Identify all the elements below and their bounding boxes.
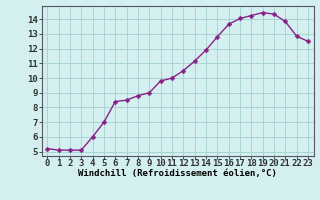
X-axis label: Windchill (Refroidissement éolien,°C): Windchill (Refroidissement éolien,°C) <box>78 169 277 178</box>
